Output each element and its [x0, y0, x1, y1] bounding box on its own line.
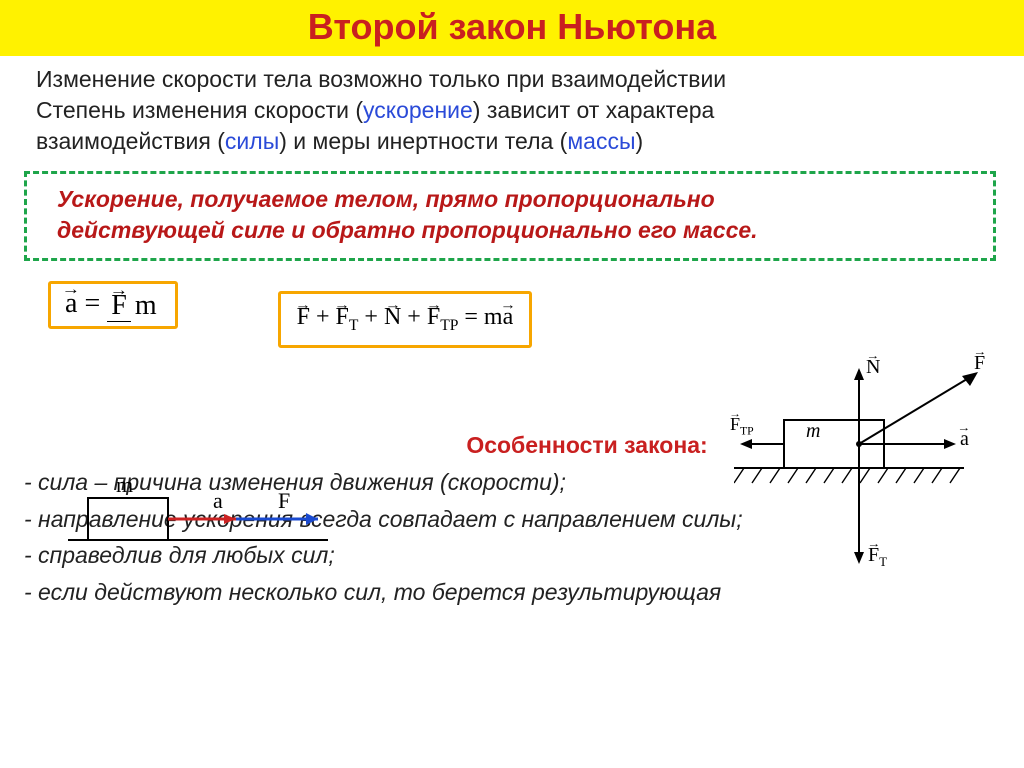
sum-a: a	[503, 304, 514, 331]
law-statement-box: Ускорение, получаемое телом, прямо пропо…	[24, 171, 996, 261]
sum-plus3: +	[401, 304, 427, 330]
sum-FT-sub: T	[349, 317, 359, 334]
slide-title: Второй закон Ньютона	[0, 0, 1024, 56]
formula-acceleration: a = Fm	[48, 281, 178, 329]
diag-left-m: m	[116, 472, 133, 498]
formula-row: a = Fm F + FT + N + FTP = ma	[0, 273, 1024, 348]
sum-F: F	[297, 304, 310, 331]
intro-line2b: ) зависит от характера	[473, 97, 715, 123]
intro-line3c: )	[635, 128, 643, 154]
fbd-N: N	[866, 356, 880, 379]
fbd-m: m	[806, 420, 820, 443]
sum-plus1: +	[310, 304, 336, 330]
formula-force-sum: F + FT + N + FTP = ma	[278, 291, 533, 348]
sum-FTP-sub: TP	[440, 317, 458, 334]
fbd-F: F	[974, 352, 985, 375]
sum-FT: F	[336, 304, 349, 331]
intro-paragraph: Изменение скорости тела возможно только …	[0, 56, 1024, 167]
sym-a: a	[65, 290, 77, 318]
diagram-left-svg	[68, 470, 348, 560]
diagram-free-body: m N F a FT FТР	[734, 358, 994, 593]
fbd-FTP: FТР	[730, 414, 754, 438]
sum-N: N	[384, 304, 401, 331]
diag-left-F: F	[278, 488, 290, 514]
fbd-FT: FT	[868, 544, 887, 570]
intro-line2a: Степень изменения скорости (	[36, 97, 363, 123]
law-line1: Ускорение, получаемое телом, прямо пропо…	[57, 184, 975, 215]
sum-plus2: +	[358, 304, 384, 330]
intro-line3b: ) и меры инертности тела (	[279, 128, 567, 154]
intro-hl-acceleration: ускорение	[363, 97, 473, 123]
fbd-a: a	[960, 428, 969, 451]
intro-hl-mass: массы	[567, 128, 635, 154]
sym-F: F	[111, 292, 127, 320]
sum-FTP: F	[427, 304, 440, 331]
intro-hl-force: силы	[225, 128, 279, 154]
diagram-right-svg	[734, 358, 994, 588]
sym-eq: =	[77, 288, 107, 319]
sym-m: m	[131, 290, 161, 321]
diag-left-a: a	[213, 488, 223, 514]
intro-line3a: взаимодействия (	[36, 128, 225, 154]
law-line2: действующей силе и обратно пропорциональ…	[57, 215, 975, 246]
sum-eq-ma: = m	[458, 304, 502, 330]
diagram-block-on-surface: m a F	[68, 470, 348, 565]
intro-line1: Изменение скорости тела возможно только …	[36, 66, 726, 92]
